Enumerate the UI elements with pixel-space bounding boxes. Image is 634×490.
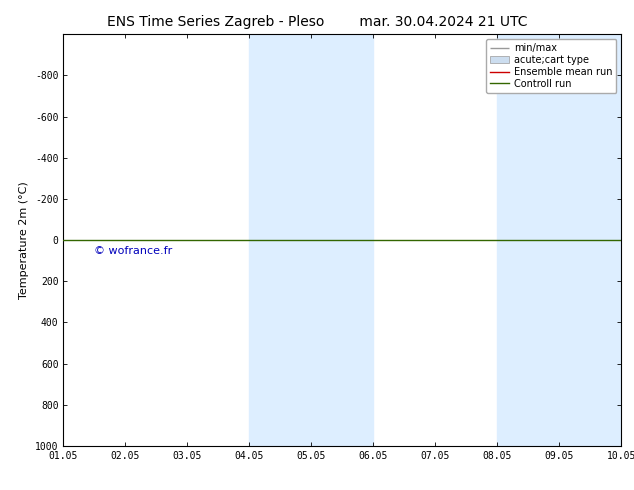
Bar <box>497 34 559 446</box>
Text: © wofrance.fr: © wofrance.fr <box>94 246 172 256</box>
Bar <box>249 34 311 446</box>
Bar <box>559 34 621 446</box>
Text: ENS Time Series Zagreb - Pleso        mar. 30.04.2024 21 UTC: ENS Time Series Zagreb - Pleso mar. 30.0… <box>107 15 527 29</box>
Legend: min/max, acute;cart type, Ensemble mean run, Controll run: min/max, acute;cart type, Ensemble mean … <box>486 39 616 93</box>
Bar <box>311 34 373 446</box>
Y-axis label: Temperature 2m (°C): Temperature 2m (°C) <box>20 181 30 299</box>
